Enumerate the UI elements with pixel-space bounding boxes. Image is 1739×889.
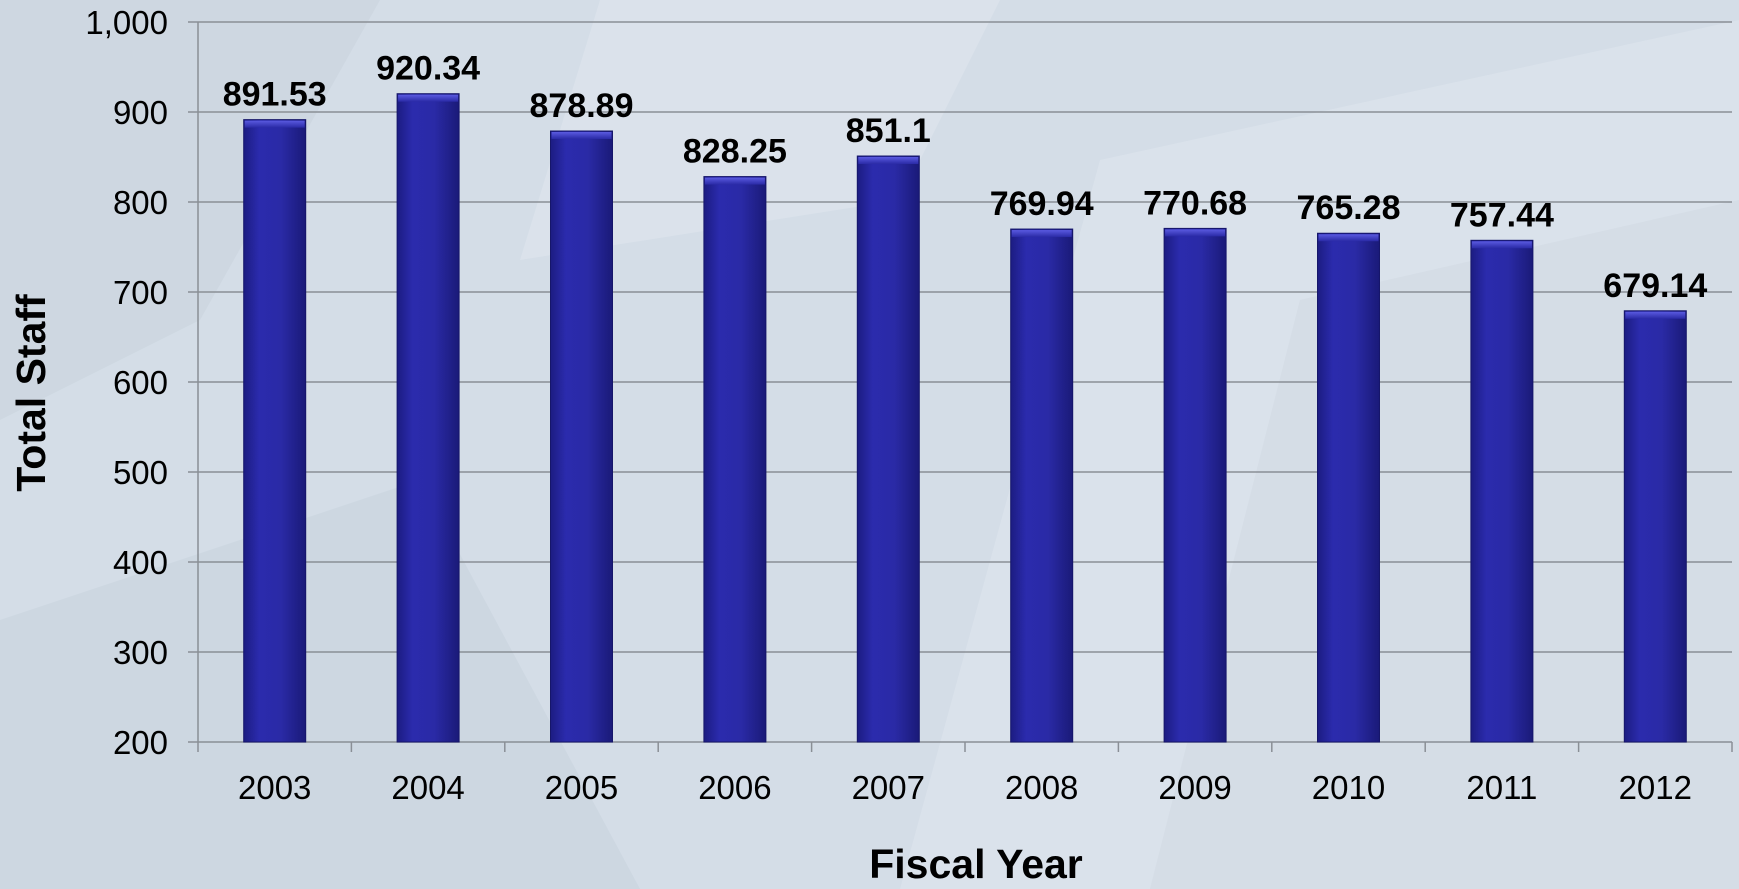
bars [243, 93, 1687, 743]
y-tick-label: 200 [113, 724, 168, 761]
x-tick-label-2003: 2003 [238, 769, 311, 806]
data-label-2010: 765.28 [1297, 189, 1401, 227]
y-tick-label: 900 [113, 94, 168, 131]
bar-cap [704, 177, 765, 185]
y-tick-label: 600 [113, 364, 168, 401]
bar-cap [551, 131, 612, 139]
x-tick-label-2012: 2012 [1619, 769, 1692, 806]
bar-2004 [396, 93, 460, 743]
data-label-2012: 679.14 [1603, 267, 1707, 305]
x-tick-label-2008: 2008 [1005, 769, 1078, 806]
y-tick-label: 300 [113, 634, 168, 671]
data-label-2007: 851.1 [846, 112, 931, 150]
data-label-2004: 920.34 [376, 50, 480, 88]
bar-cap [244, 120, 305, 128]
bar-cap [1471, 241, 1532, 249]
bar-2011 [1470, 239, 1534, 743]
bar-2005 [550, 130, 613, 743]
data-label-2003: 891.53 [223, 76, 327, 114]
y-tick-label: 500 [113, 454, 168, 491]
labels: 200 300 400 500 600 700 800 900 1,000 891.53 2003 9… [85, 4, 1707, 806]
bar-2012 [1623, 310, 1687, 743]
y-tick-label: 1,000 [85, 4, 168, 41]
bar-2003 [243, 119, 307, 743]
bar-2007 [856, 155, 920, 743]
bar-cap [1011, 230, 1072, 238]
y-tick-label: 400 [113, 544, 168, 581]
x-tick-label-2005: 2005 [545, 769, 618, 806]
bar-2009 [1163, 227, 1227, 743]
bar-2008 [1010, 228, 1074, 743]
x-tick-label-2009: 2009 [1158, 769, 1231, 806]
bar-cap [1318, 234, 1379, 242]
data-label-2008: 769.94 [990, 185, 1094, 223]
x-axis-title: Fiscal Year [869, 841, 1083, 887]
x-tick-label-2006: 2006 [698, 769, 771, 806]
bar-cap [1625, 311, 1686, 319]
y-tick-label: 800 [113, 184, 168, 221]
x-tick-label-2011: 2011 [1466, 769, 1537, 806]
bar-cap [398, 94, 459, 102]
data-label-2006: 828.25 [683, 133, 787, 171]
x-tick-label-2010: 2010 [1312, 769, 1385, 806]
y-tick-label: 700 [113, 274, 168, 311]
bar-cap [1165, 229, 1226, 237]
data-label-2005: 878.89 [530, 87, 634, 125]
bar-2010 [1317, 232, 1380, 743]
y-axis-title: Total Staff [8, 294, 54, 492]
data-label-2009: 770.68 [1143, 184, 1247, 222]
data-label-2011: 757.44 [1450, 196, 1554, 234]
x-tick-label-2007: 2007 [852, 769, 925, 806]
bar-cap [858, 157, 919, 165]
x-tick-label-2004: 2004 [391, 769, 464, 806]
bar-2006 [703, 176, 767, 743]
